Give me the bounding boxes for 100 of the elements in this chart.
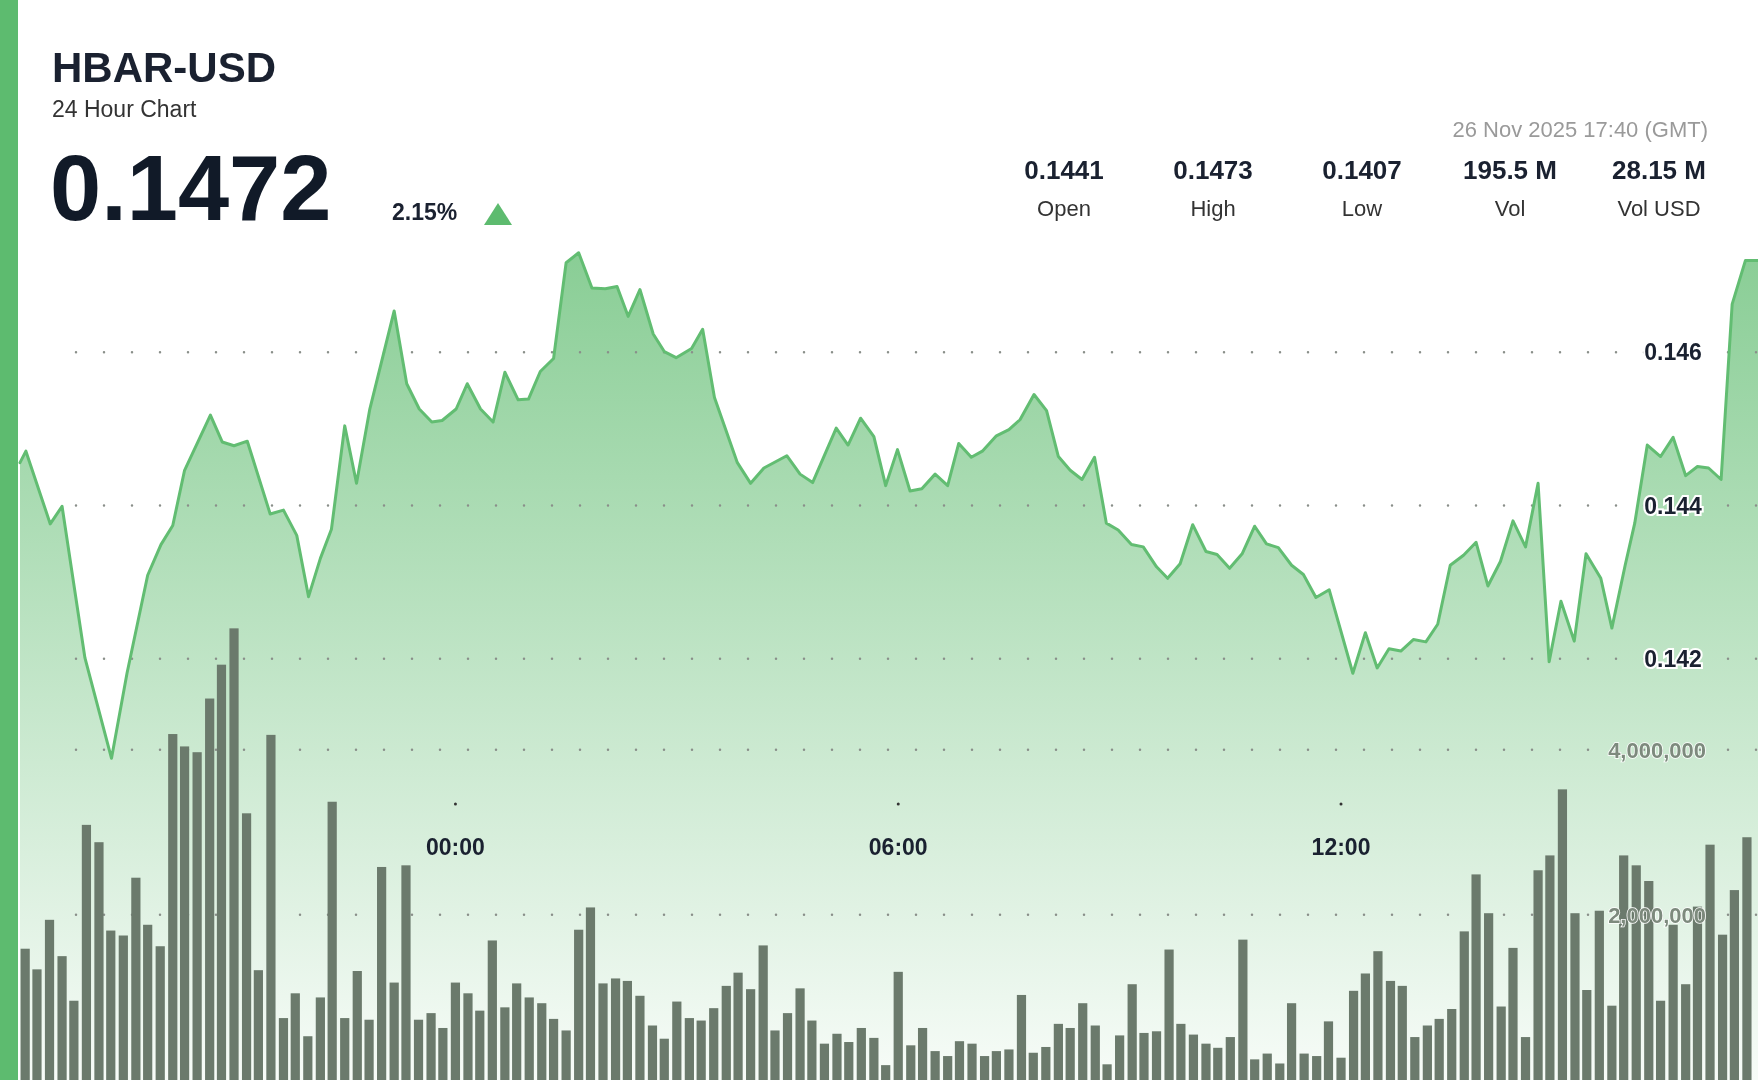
bar [1225,1037,1235,1080]
x-tick-label: 00:00 [426,834,485,860]
annotation: Open [1037,196,1091,221]
bar [1447,1008,1457,1080]
bar [1188,1034,1199,1080]
bar [352,971,362,1080]
bar [930,1051,940,1080]
annotation: 0.1441 [1024,155,1104,185]
bar [1484,913,1494,1080]
x-tick-label: 12:00 [1311,834,1371,860]
bar [1004,1049,1014,1080]
bar [1385,980,1396,1080]
bar [205,698,215,1080]
y2-tick-label: 4,000,000 [1608,737,1706,763]
bar [500,1007,510,1080]
bar [1557,789,1568,1080]
bar [253,970,263,1080]
bar [684,1018,694,1080]
bar [954,1041,965,1080]
annotation: Vol USD [1617,196,1701,221]
bar [192,752,202,1080]
bar [1336,1057,1346,1080]
bar [57,956,67,1080]
bar [44,919,55,1080]
bar [1213,1047,1223,1080]
bar [1348,990,1359,1080]
bar [574,929,584,1080]
bar [1570,913,1580,1080]
bar [94,842,104,1080]
bar [1102,1064,1112,1080]
bar [389,982,399,1080]
bar [168,734,178,1080]
bar [1164,949,1174,1080]
bar [1607,1005,1617,1080]
bar [635,995,645,1080]
bar [1471,874,1481,1080]
bar [881,1065,891,1080]
bar [844,1042,854,1080]
bar [118,935,128,1080]
bar [290,993,300,1080]
bar [216,664,227,1080]
bar [1139,1032,1149,1080]
bar [598,983,608,1080]
bar [315,997,325,1080]
bar [1201,1043,1211,1080]
bar [1434,1018,1444,1080]
bar [906,1045,916,1080]
bar [475,1010,485,1080]
bar [20,948,30,1080]
bar [672,1001,682,1080]
bar [450,982,461,1080]
bar [979,1056,990,1080]
bar [229,628,239,1080]
bar [1238,939,1248,1080]
bar [1028,1052,1038,1080]
bar [1360,973,1370,1080]
bar [659,1038,669,1080]
bar [1681,984,1691,1080]
bar [1065,1027,1075,1080]
bar [721,985,731,1080]
bar [327,801,337,1080]
bar [69,1000,79,1080]
bar [377,866,387,1080]
bar [943,1056,953,1080]
text: 24 Hour Chart [52,96,198,122]
bar [869,1037,879,1080]
y-tick-label: 0.144 [1644,492,1702,519]
bar [438,1027,448,1080]
bar [1533,870,1543,1080]
bar [32,969,42,1080]
bar [548,1018,559,1080]
bar [179,746,190,1080]
annotation: Low [1341,196,1383,221]
bar [106,930,116,1080]
bar [512,983,522,1080]
bar [856,1027,866,1080]
bar [1323,1021,1334,1080]
bar [991,1051,1001,1080]
bar [1496,1006,1506,1080]
bar [401,865,411,1080]
bar [340,1018,350,1080]
bar [967,1043,977,1080]
annotation: 28.15 M [1612,155,1706,185]
bar [622,980,632,1080]
bar [1582,990,1592,1080]
bar [1508,947,1518,1080]
bar [1016,994,1027,1080]
bar [1053,1023,1063,1080]
bar [364,1019,374,1080]
bar [463,993,473,1080]
bar [1041,1046,1051,1080]
bar [487,940,497,1080]
text: HBAR-USD [52,44,276,91]
bar [1312,1056,1322,1080]
bar [917,1027,928,1080]
bar [278,1018,289,1080]
bar [1397,985,1407,1080]
bar [1422,1025,1432,1080]
bar [1729,890,1739,1080]
bar [1262,1053,1272,1080]
